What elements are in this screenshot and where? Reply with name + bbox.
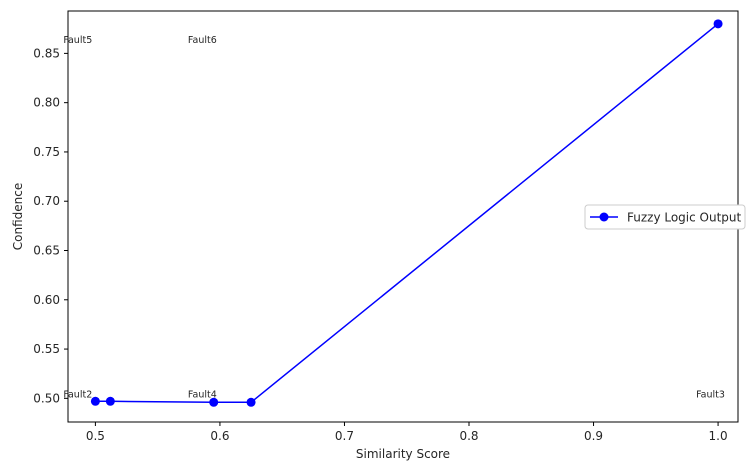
y-tick-label: 0.70 [33,194,60,208]
y-axis-title: Confidence [11,183,25,250]
y-tick-label: 0.60 [33,293,60,307]
data-point [713,19,723,29]
data-point [105,396,115,406]
legend-marker-fuzzy [599,212,609,222]
legend-box [584,204,746,230]
y-tick-label: 0.80 [33,96,60,110]
x-tick-label: 0.9 [584,429,603,443]
x-tick-label: 0.5 [86,429,105,443]
y-tick-label: 0.85 [33,46,60,60]
data-point [246,397,256,407]
x-tick-label: 1.0 [709,429,728,443]
y-tick-label: 0.65 [33,244,60,258]
data-point [90,396,100,406]
legend: Fuzzy Logic Output [584,204,746,230]
annotation-label: Fault4 [188,389,217,400]
x-tick-label: 0.6 [210,429,229,443]
y-tick-label: 0.50 [33,391,60,405]
data-point [209,397,219,407]
annotation-label: Fault3 [696,389,725,400]
annotation-label: Fault5 [63,35,92,46]
annotation-label: Fault6 [188,35,217,46]
y-tick-label: 0.55 [33,342,60,356]
x-axis-title: Similarity Score [356,447,450,461]
x-tick-label: 0.7 [335,429,354,443]
x-tick-label: 0.8 [459,429,478,443]
y-axis-ticks: 0.50 0.55 0.60 0.65 0.70 0.75 0.80 0.85 [33,46,68,405]
legend-label-fuzzy: Fuzzy Logic Output [627,211,742,225]
annotation-label: Fault2 [63,389,92,400]
y-tick-label: 0.75 [33,145,60,159]
series-layer [90,19,723,407]
x-axis-ticks: 0.5 0.6 0.7 0.8 0.9 1.0 [86,422,728,443]
annotations-layer: Fault2 Fault4 Fault3 Fault5 Fault6 [63,35,725,401]
